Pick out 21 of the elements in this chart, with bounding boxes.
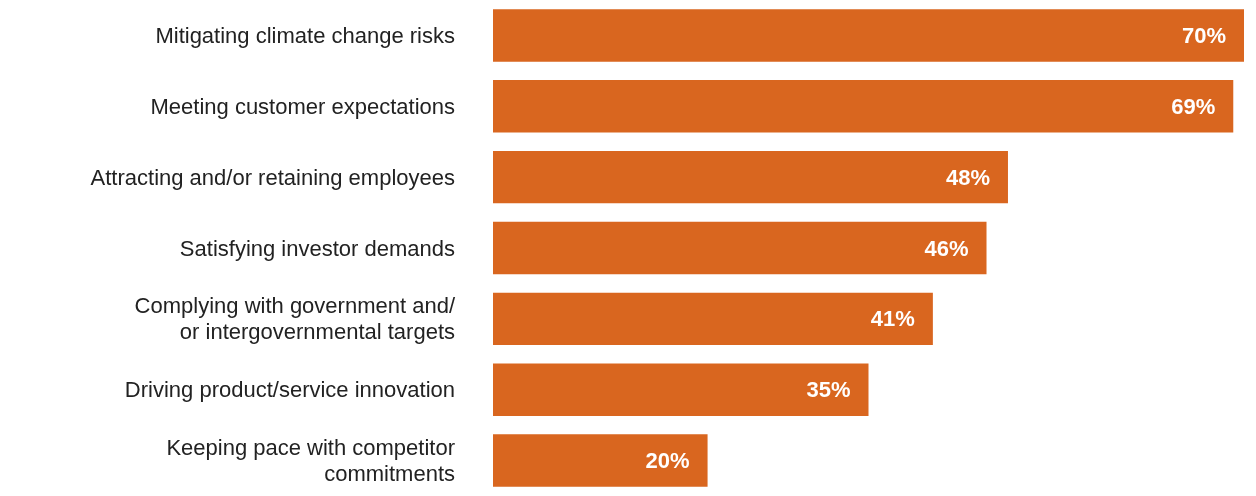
bar xyxy=(493,221,987,275)
bar xyxy=(493,80,1234,133)
data-label: 70% xyxy=(1181,22,1226,48)
bar xyxy=(493,434,708,487)
data-label: 46% xyxy=(924,235,969,261)
data-label: 20% xyxy=(645,448,690,474)
y-tick-label: Meeting customer expectations xyxy=(150,93,455,119)
data-label: 35% xyxy=(806,377,851,403)
bar xyxy=(493,150,1008,204)
y-tick-label: Keeping pace with competitor commitments xyxy=(166,435,455,487)
y-tick-label: Satisfying investor demands xyxy=(179,235,455,261)
bar xyxy=(493,363,869,416)
data-label: 41% xyxy=(870,306,915,332)
data-label: 48% xyxy=(945,164,990,190)
y-tick-label: Attracting and/or retaining employees xyxy=(90,164,455,190)
bar xyxy=(493,9,1244,62)
y-tick-label: Driving product/service innovation xyxy=(124,377,455,403)
y-tick-label: Mitigating climate change risks xyxy=(155,22,455,48)
bar xyxy=(493,292,933,346)
data-label: 69% xyxy=(1171,93,1216,119)
y-tick-label: Complying with government and/ or intergovernmental targets xyxy=(134,293,456,345)
